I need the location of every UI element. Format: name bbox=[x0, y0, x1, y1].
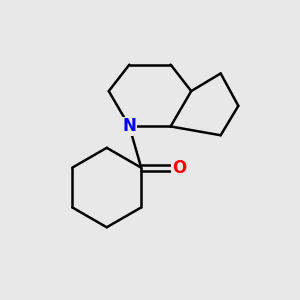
Text: N: N bbox=[122, 117, 136, 135]
Text: O: O bbox=[172, 159, 187, 177]
